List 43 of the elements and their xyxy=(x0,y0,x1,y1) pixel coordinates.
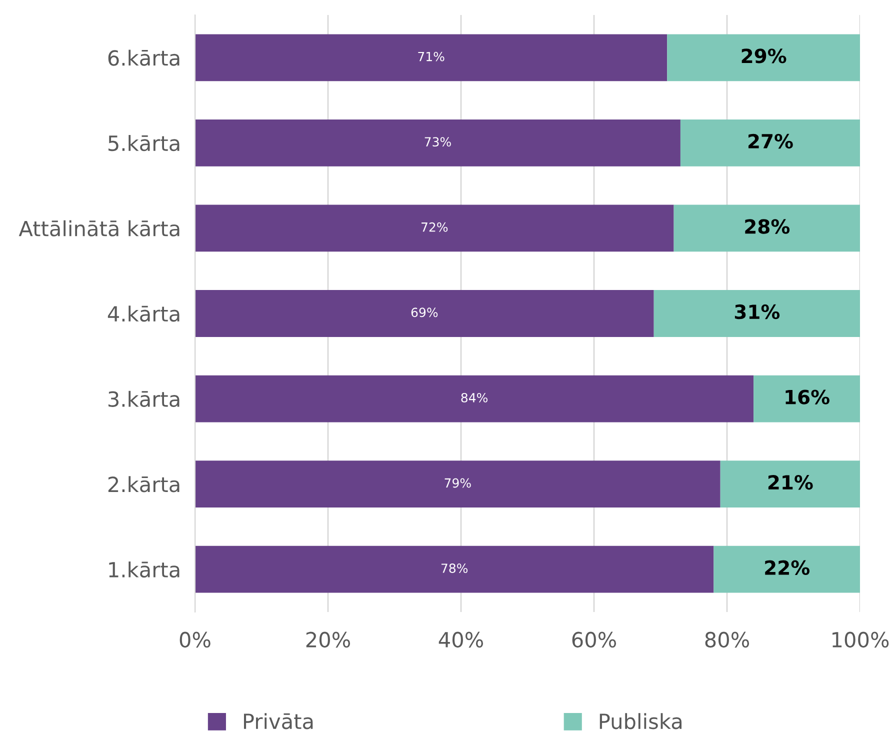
bar xyxy=(654,290,860,337)
legend-label: Privāta xyxy=(244,713,313,730)
bar xyxy=(195,204,674,252)
data-label: 27% xyxy=(748,134,793,149)
bar xyxy=(195,34,668,82)
x-tick-label: 80% xyxy=(705,632,750,648)
legend-label: Publiska xyxy=(600,713,682,730)
data-label: 29% xyxy=(742,48,786,64)
bar xyxy=(674,204,860,252)
bar xyxy=(195,290,654,337)
y-tick-label: 3.kārta xyxy=(108,390,180,407)
data-label: 22% xyxy=(765,560,810,575)
y-tick-label: 5.kārta xyxy=(108,135,180,152)
x-tick-label: 40% xyxy=(438,632,484,648)
bar xyxy=(195,546,714,593)
data-label: 16% xyxy=(786,390,830,404)
data-label: 84% xyxy=(461,392,488,402)
data-label: 21% xyxy=(768,475,813,490)
x-tick-label: 60% xyxy=(572,632,616,648)
bar xyxy=(195,460,720,508)
y-tick-label: 6.kārta xyxy=(108,50,180,66)
bar xyxy=(720,460,860,508)
data-label: 78% xyxy=(441,564,468,573)
bar xyxy=(667,34,860,82)
data-label: 28% xyxy=(745,219,790,234)
x-tick-label: 20% xyxy=(306,632,350,648)
bar xyxy=(754,375,860,422)
y-tick-label: 1.kārta xyxy=(109,561,180,578)
x-tick-label: 100% xyxy=(832,632,889,648)
bar xyxy=(714,546,860,593)
bar xyxy=(680,119,860,166)
bar xyxy=(195,375,754,422)
x-tick-label: 0% xyxy=(180,632,210,648)
data-label: 69% xyxy=(411,308,438,318)
data-label: 73% xyxy=(424,137,451,147)
y-tick-label: Attālinātā kārta xyxy=(18,220,180,236)
data-label: 72% xyxy=(422,222,448,232)
bar xyxy=(195,119,680,166)
data-label: 71% xyxy=(418,52,444,62)
y-tick-label: 4.kārta xyxy=(108,306,180,322)
data-label: 79% xyxy=(444,478,471,488)
y-tick-label: 2.kārta xyxy=(108,476,180,492)
data-label: 31% xyxy=(734,304,780,320)
